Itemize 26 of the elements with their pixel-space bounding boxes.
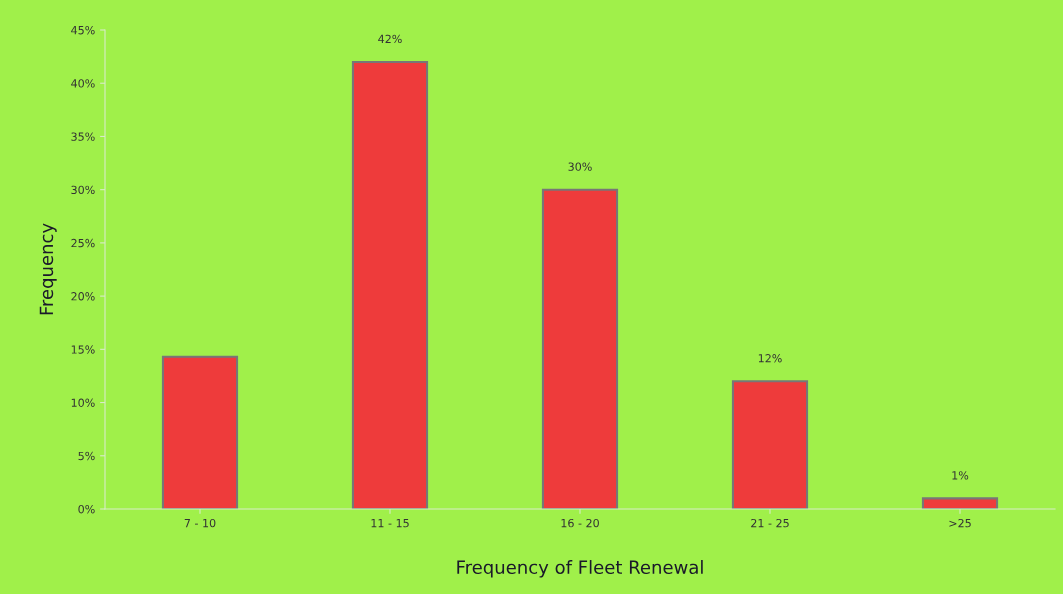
bar	[731, 380, 809, 509]
x-tick-label: 7 - 10	[184, 518, 216, 528]
x-tick-label: >25	[949, 518, 971, 528]
y-axis-title: Frequency	[39, 223, 57, 315]
x-tick-label: 21 - 25	[751, 518, 789, 528]
bar	[541, 188, 619, 509]
y-tick-label: 10%	[71, 398, 95, 407]
x-tick-label: 11 - 15	[371, 519, 409, 528]
y-tick-label: 20%	[71, 292, 95, 301]
data-label: 30%	[568, 162, 592, 171]
data-label: 42%	[378, 34, 402, 44]
x-tick-label: 16 - 20	[561, 518, 599, 528]
data-label: 12%	[758, 354, 782, 363]
bar	[351, 60, 429, 509]
y-tick-label: 25%	[71, 238, 95, 248]
y-tick-label: 35%	[71, 132, 95, 141]
y-tick-label: 45%	[71, 25, 95, 35]
y-tick-label: 0%	[78, 504, 95, 514]
y-tick-label: 15%	[71, 345, 95, 354]
x-axis-title: Frequency of Fleet Renewal	[457, 560, 703, 578]
data-label: 1%	[952, 471, 969, 480]
y-tick-label: 30%	[71, 185, 95, 195]
y-tick-label: 5%	[78, 451, 95, 461]
bar	[161, 355, 239, 509]
y-tick-label: 40%	[71, 79, 95, 88]
bar	[921, 497, 999, 509]
